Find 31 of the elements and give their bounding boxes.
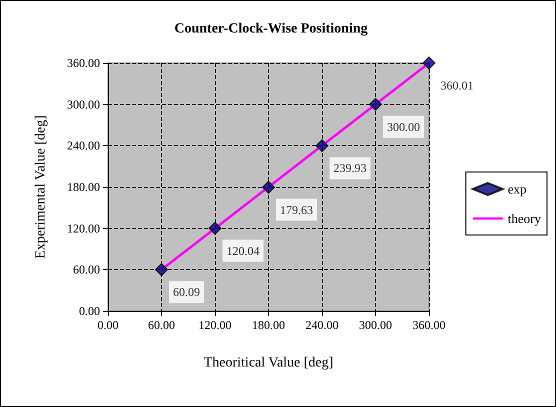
chart-title: Counter-Clock-Wise Positioning [174, 22, 368, 36]
legend-label: exp [508, 182, 527, 196]
legend-label: theory [508, 211, 542, 226]
y-tick-label: 240.00 [67, 138, 100, 153]
x-tick-label: 0.00 [98, 318, 118, 332]
y-tick-label: 360.00 [67, 56, 100, 70]
y-tick-label: 180.00 [67, 180, 100, 194]
data-label: 60.09 [173, 285, 200, 300]
data-label: 239.93 [334, 161, 366, 176]
point [208, 222, 222, 235]
point [262, 180, 275, 194]
data-label: 300.00 [387, 120, 420, 134]
x-tick-label: 120.00 [198, 318, 232, 332]
y-tick-label: 60.00 [73, 262, 100, 277]
y-tick-label: 120.00 [67, 221, 100, 236]
y-axis-title: Experimental Value [deg] [34, 115, 48, 259]
data-label: 360.01 [440, 78, 474, 92]
x-tick-label: 240.00 [306, 318, 338, 332]
y-tick-label: 0.00 [79, 304, 100, 318]
x-tick-label: 300.00 [359, 318, 392, 332]
x-tick-label: 60.00 [148, 318, 175, 332]
point [316, 139, 328, 152]
point [422, 56, 436, 70]
point [155, 263, 168, 276]
data-label: 120.04 [226, 244, 260, 258]
x-tick-label: 360.00 [412, 318, 446, 332]
data-label: 179.63 [280, 202, 313, 217]
x-tick-label: 180.00 [252, 318, 285, 332]
y-tick-label: 300.00 [67, 97, 100, 112]
x-axis-title: Theoritical Value [deg] [204, 356, 334, 370]
point [369, 98, 382, 111]
